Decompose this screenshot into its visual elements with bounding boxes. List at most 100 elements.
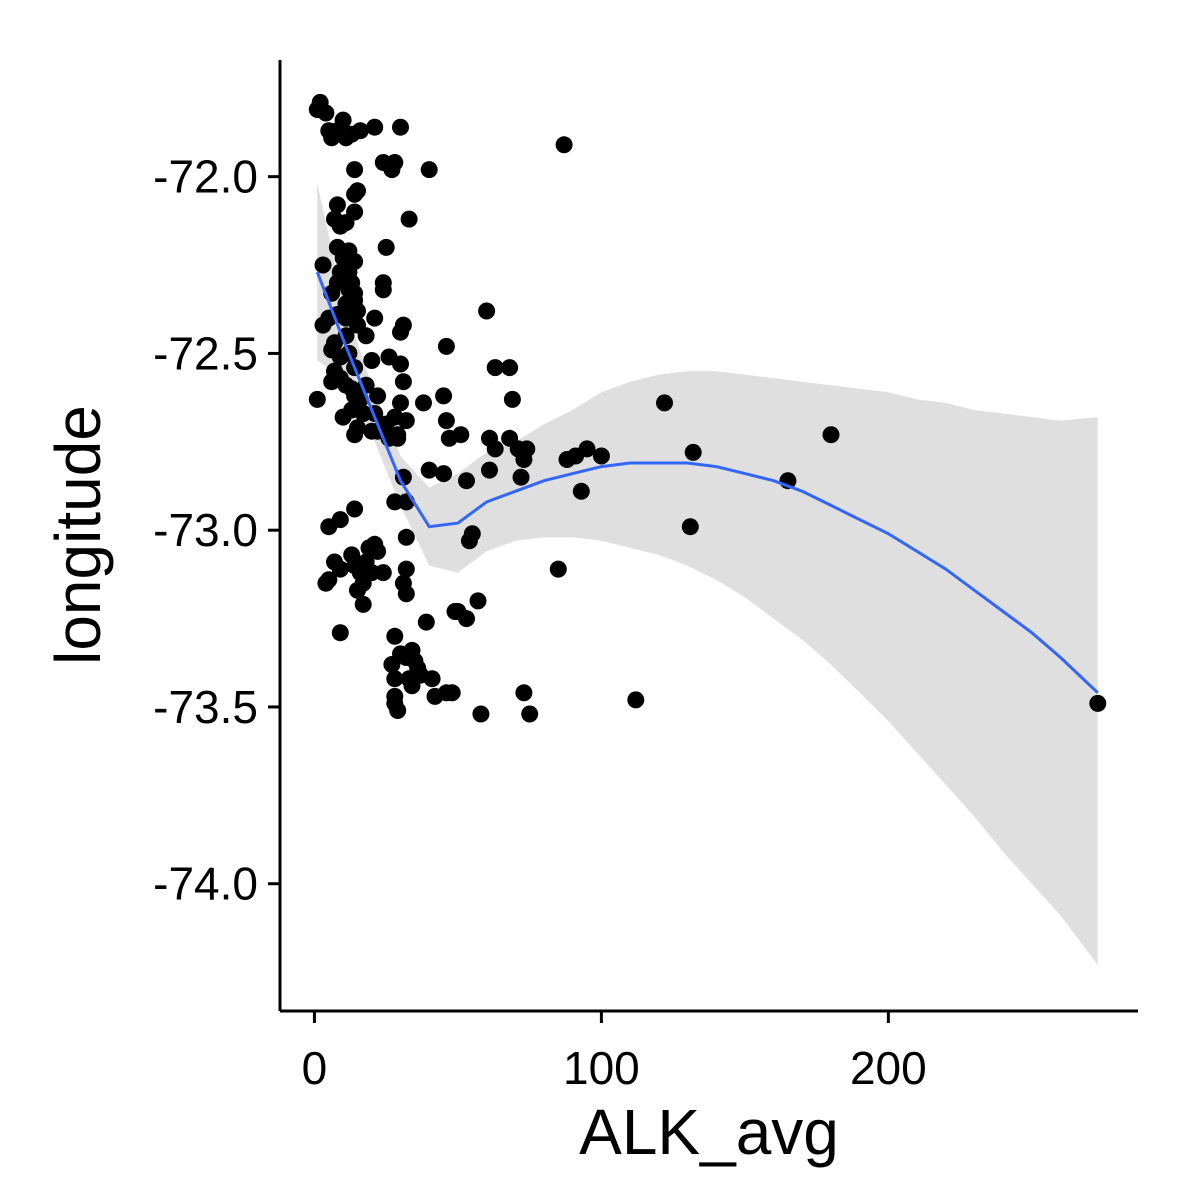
data-point (383, 161, 401, 179)
data-point (314, 316, 332, 334)
y-tick-label: -73.5 (153, 681, 258, 733)
data-point (458, 472, 475, 490)
data-point (397, 585, 415, 603)
x-tick-label: 0 (302, 1042, 328, 1094)
data-point (415, 394, 432, 412)
data-point (397, 528, 415, 546)
data-point (317, 104, 335, 122)
data-point (392, 394, 409, 412)
data-point (346, 500, 364, 518)
data-point (501, 359, 519, 377)
data-point (423, 670, 441, 688)
y-tick-label: -73.0 (153, 504, 258, 556)
data-point (366, 118, 384, 136)
data-point (481, 461, 498, 479)
data-point (354, 595, 372, 613)
data-point (346, 426, 364, 444)
data-point (420, 461, 438, 479)
data-point (572, 482, 590, 500)
data-point (334, 111, 352, 129)
x-axis-ticks: 0 100 200 (302, 1011, 927, 1094)
data-point (334, 408, 352, 426)
data-point (377, 238, 395, 256)
data-point (314, 256, 332, 274)
data-point (331, 624, 349, 642)
data-point (549, 560, 567, 578)
data-point (389, 702, 407, 719)
data-point (1089, 694, 1107, 712)
y-axis-ticks: -72.0 -72.5 -73.0 -73.5 -74.0 (153, 151, 280, 910)
y-tick-label: -72.0 (153, 151, 258, 203)
data-point (366, 309, 384, 327)
data-point (374, 564, 392, 582)
data-point (435, 465, 453, 483)
data-points-layer (308, 93, 1107, 723)
x-tick-label: 200 (850, 1042, 927, 1094)
data-point (383, 656, 401, 673)
data-point (420, 161, 438, 179)
data-point (397, 560, 415, 578)
data-point (472, 705, 490, 723)
y-tick-label: -74.0 (153, 858, 258, 910)
data-point (394, 468, 412, 486)
confidence-band-layer (317, 183, 1098, 965)
x-tick-label: 100 (563, 1042, 640, 1094)
data-point (417, 613, 435, 631)
data-point (308, 390, 326, 408)
data-point (437, 412, 455, 430)
data-point (369, 387, 387, 405)
data-point (392, 118, 409, 136)
data-point (374, 281, 392, 299)
data-point (400, 210, 418, 228)
data-point (515, 684, 533, 702)
data-point (515, 451, 533, 468)
data-point (681, 518, 699, 536)
data-point (363, 352, 381, 369)
data-point (592, 447, 610, 465)
data-point (386, 670, 404, 688)
data-point (403, 677, 421, 695)
data-point (486, 440, 504, 458)
data-point (389, 429, 407, 447)
data-point (392, 323, 409, 341)
data-point (684, 443, 702, 461)
x-axis-title: ALK_avg (579, 1096, 839, 1168)
data-point (460, 532, 478, 550)
data-point (437, 337, 455, 355)
confidence-band (317, 183, 1098, 965)
data-point (512, 468, 530, 486)
data-point (351, 122, 369, 140)
data-point (394, 373, 412, 391)
data-point (469, 592, 487, 610)
data-point (328, 196, 346, 214)
data-point (369, 542, 387, 560)
data-point (349, 581, 366, 599)
y-axis-title: longitude (42, 405, 114, 665)
data-point (323, 373, 341, 391)
smooth-trend-line (315, 271, 1099, 694)
data-point (458, 610, 475, 628)
data-point (397, 412, 415, 430)
data-point (331, 217, 349, 235)
data-point (426, 687, 444, 705)
data-point (386, 627, 404, 645)
data-point (320, 518, 338, 536)
smooth-line-layer (315, 271, 1099, 694)
data-point (317, 574, 335, 592)
data-point (346, 185, 364, 203)
data-point (558, 451, 576, 468)
data-point (486, 359, 504, 377)
data-point (503, 390, 521, 408)
data-point (357, 327, 375, 345)
data-point (363, 422, 381, 440)
data-point (452, 426, 470, 444)
data-point (656, 394, 673, 412)
data-point (392, 355, 409, 373)
data-point (822, 426, 840, 444)
data-point (331, 560, 349, 578)
data-point (555, 136, 573, 154)
y-tick-label: -72.5 (153, 327, 258, 379)
data-point (478, 302, 496, 320)
data-point (627, 691, 645, 709)
